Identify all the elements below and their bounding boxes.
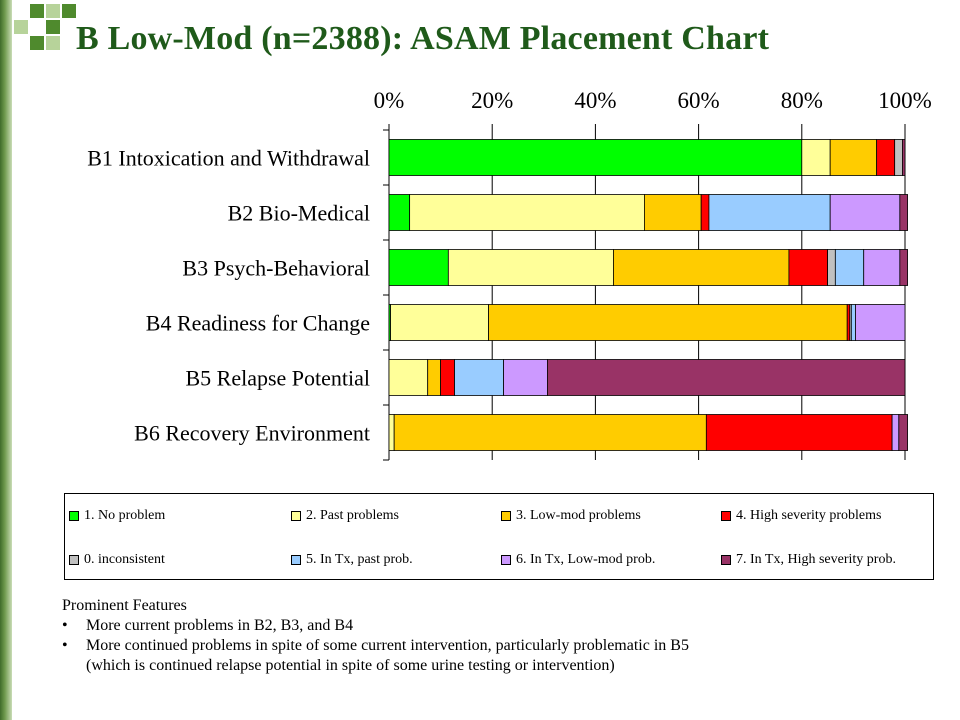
category-label: B6 Recovery Environment xyxy=(134,421,370,446)
legend-item: 3. Low-mod problems xyxy=(501,507,641,525)
legend-label: 3. Low-mod problems xyxy=(516,508,641,523)
category-label: B1 Intoxication and Withdrawal xyxy=(87,146,370,171)
legend-swatch xyxy=(291,555,301,565)
legend-swatch xyxy=(69,511,79,521)
chart-legend: 1. No problem 2. Past problems 3. Low-mod … xyxy=(64,493,934,580)
bar-segment xyxy=(427,359,442,396)
bar-segment xyxy=(700,194,710,231)
logo-square xyxy=(30,4,44,18)
side-decoration-bar xyxy=(0,0,12,720)
bar-segment xyxy=(705,414,893,451)
category-label: B5 Relapse Potential xyxy=(185,366,370,391)
bar-segment xyxy=(855,304,906,341)
x-tick-label: 40% xyxy=(574,88,616,113)
category-label: B2 Bio-Medical xyxy=(228,201,370,226)
logo-square xyxy=(46,36,60,50)
legend-item: 6. In Tx, Low-mod prob. xyxy=(501,551,655,569)
legend-swatch xyxy=(291,511,301,521)
bar-segment xyxy=(801,139,831,176)
logo-square xyxy=(62,4,76,18)
notes-bullet: More continued problems in spite of some… xyxy=(62,636,942,656)
bar-segment xyxy=(447,249,614,286)
bar-segment xyxy=(899,249,908,286)
bar-segment xyxy=(393,414,707,451)
bar-segment xyxy=(788,249,829,286)
x-tick-label: 20% xyxy=(471,88,513,113)
legend-label: 1. No problem xyxy=(84,508,166,523)
bar-segment xyxy=(503,359,548,396)
legend-label: 2. Past problems xyxy=(306,508,399,523)
legend-swatch xyxy=(69,555,79,565)
bar-segment xyxy=(891,414,900,451)
bar-segment xyxy=(388,249,449,286)
legend-swatch xyxy=(501,555,511,565)
notes-list: More current problems in B2, B3, and B4 … xyxy=(62,616,942,676)
bar-segment xyxy=(547,359,906,396)
legend-item: 0. inconsistent xyxy=(69,551,165,569)
bar-segment xyxy=(876,139,896,176)
bar-segment xyxy=(827,249,836,286)
bar-segment xyxy=(388,359,429,396)
bar-segment xyxy=(829,139,878,176)
bar-segment xyxy=(834,249,865,286)
legend-swatch xyxy=(501,511,511,521)
legend-label: 0. inconsistent xyxy=(84,552,165,567)
bar-segment xyxy=(440,359,455,396)
bar-segment xyxy=(850,304,856,341)
logo-square xyxy=(14,20,28,34)
legend-label: 4. High severity problems xyxy=(736,508,882,523)
bar-segment xyxy=(708,194,831,231)
bar-segment xyxy=(409,194,645,231)
bar-segment xyxy=(644,194,702,231)
x-tick-label: 0% xyxy=(374,88,405,113)
x-tick-label: 60% xyxy=(678,88,720,113)
notes-heading: Prominent Features xyxy=(62,597,187,614)
bar-segment xyxy=(390,304,489,341)
x-tick-label: 80% xyxy=(781,88,823,113)
bar-segment xyxy=(488,304,848,341)
category-label: B4 Readiness for Change xyxy=(146,311,370,336)
bar-segment xyxy=(388,194,411,231)
bar-segment xyxy=(902,139,906,176)
logo-square xyxy=(46,20,60,34)
prominent-features: Prominent Features More current problems… xyxy=(62,596,942,676)
legend-label: 7. In Tx, High severity prob. xyxy=(736,552,896,567)
bar-segment xyxy=(829,194,901,231)
stacked-bar-chart: 0% 20% 40% 60% 80% 100% B1 Intoxication and Wi… xyxy=(87,88,932,461)
legend-item: 5. In Tx, past prob. xyxy=(291,551,413,569)
bar-segment xyxy=(613,249,790,286)
bar-segment xyxy=(388,414,395,451)
notes-bullet: More current problems in B2, B3, and B4 xyxy=(62,616,942,636)
legend-swatch xyxy=(721,555,731,565)
legend-item: 2. Past problems xyxy=(291,507,399,525)
x-tick-label: 100% xyxy=(878,88,932,113)
bar-segment xyxy=(863,249,901,286)
logo-square xyxy=(30,36,44,50)
legend-label: 6. In Tx, Low-mod prob. xyxy=(516,552,656,567)
legend-label: 5. In Tx, past prob. xyxy=(306,552,413,567)
bar-segment xyxy=(899,194,908,231)
bar-segment xyxy=(454,359,504,396)
page-title: B Low-Mod (n=2388): ASAM Placement Chart xyxy=(76,20,770,57)
logo-square xyxy=(46,4,60,18)
bar-segment xyxy=(894,139,903,176)
notes-bullet-continuation: (which is continued relapse potential in… xyxy=(86,657,615,674)
legend-item: 7. In Tx, High severity prob. xyxy=(721,551,896,569)
bar-segment xyxy=(898,414,908,451)
category-label: B3 Psych-Behavioral xyxy=(182,256,370,281)
legend-swatch xyxy=(721,511,731,521)
legend-item: 1. No problem xyxy=(69,507,165,525)
legend-item: 4. High severity problems xyxy=(721,507,881,525)
bar-segment xyxy=(388,139,803,176)
